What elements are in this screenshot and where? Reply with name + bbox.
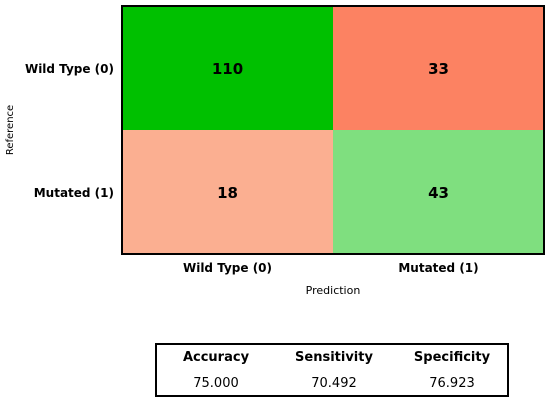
confusion-matrix-chart: 110 33 18 43 Wild Type (0) Mutated (1) Wild T… [5,5,545,297]
metric-value: 75.000 [193,376,239,391]
cell-value-label: 18 [217,184,238,202]
y-tick-label: Wild Type (0) [25,62,114,76]
metric-value: 70.492 [311,376,357,391]
x-axis-label: Prediction [306,284,361,297]
x-tick-label: Mutated (1) [398,261,478,275]
y-tick-label: Mutated (1) [34,186,114,200]
cell-value-label: 33 [428,60,449,78]
heatmap-cell [122,130,333,254]
metric-header: Specificity [413,350,491,365]
metric-header: Sensitivity [295,350,373,365]
y-axis-label: Reference [5,105,16,155]
x-tick-label: Wild Type (0) [183,261,272,275]
cell-value-label: 110 [212,60,243,78]
metric-header: Accuracy [182,350,250,365]
matrix-frame [121,5,545,255]
metric-value: 76.923 [429,376,475,391]
metrics-table: Accuracy 75.000 Sensitivity 70.492 Speci… [155,343,509,397]
heatmap-cell [333,6,544,130]
cell-value-label: 43 [428,184,449,202]
heatmap-cell [333,130,544,254]
heatmap-cell [122,6,333,130]
